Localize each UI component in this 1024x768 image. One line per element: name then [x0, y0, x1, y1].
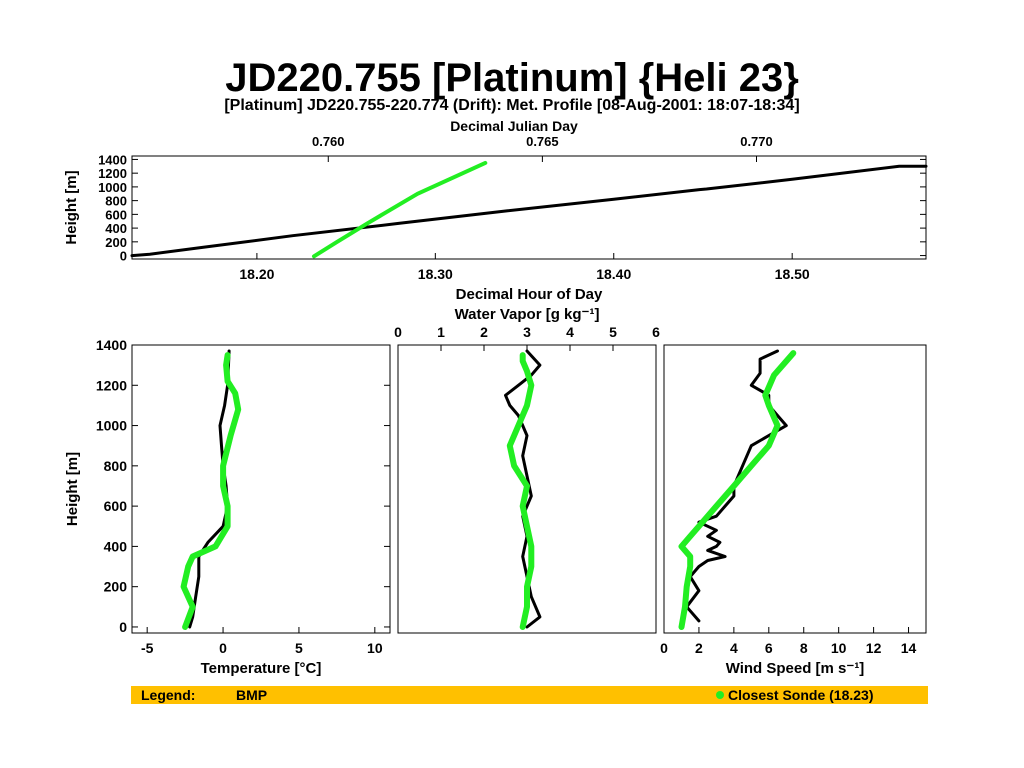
- panel0-ytick-label: 200: [105, 235, 127, 250]
- panel2-bmp-line: [504, 349, 542, 629]
- panel2-x2tick-label: 1: [437, 324, 445, 340]
- panel3-xtick-label: 6: [765, 640, 773, 656]
- legend-sonde-entry: Closest Sonde (18.23): [728, 687, 874, 703]
- panel3-xtick-label: 10: [831, 640, 847, 656]
- panel0-xtick-label: 18.20: [239, 266, 274, 282]
- panel1-xtick-label: -5: [141, 640, 154, 656]
- panel1-ytick-label: 600: [104, 498, 128, 514]
- panel0-title: [Platinum] JD220.755-220.774 (Drift): Me…: [224, 97, 799, 114]
- panel0-x2tick-label: 0.765: [526, 134, 559, 149]
- panel3-sonde-line: [678, 350, 797, 630]
- main-title: JD220.755 [Platinum] {Heli 23}: [225, 56, 799, 100]
- panel2-x2tick-label: 2: [480, 324, 488, 340]
- panel1-xtick-label: 10: [367, 640, 383, 656]
- panel3-xtick-label: 4: [730, 640, 738, 656]
- panel1-ytick-label: 1200: [96, 377, 127, 393]
- panel0-ytick-label: 0: [120, 249, 127, 264]
- panel0-xlabel: Decimal Hour of Day: [456, 286, 603, 303]
- panel2-x2tick-label: 6: [652, 324, 660, 340]
- panel0-xtick-label: 18.50: [775, 266, 810, 282]
- panel1-ytick-label: 1400: [96, 337, 127, 353]
- panel0-x2label: Decimal Julian Day: [450, 118, 578, 134]
- panel0-bmp-line: [130, 164, 928, 258]
- panel1-ytick-label: 1000: [96, 418, 127, 434]
- panel3-xtick-label: 2: [695, 640, 703, 656]
- panel3-xtick-label: 0: [660, 640, 668, 656]
- panel0-ylabel: Height [m]: [63, 170, 80, 244]
- panel2-x2tick-label: 4: [566, 324, 574, 340]
- panel2-x2tick-label: 5: [609, 324, 617, 340]
- legend-bar: Legend: BMP Closest Sonde (18.23): [131, 686, 928, 704]
- panel1-ytick-label: 0: [119, 619, 127, 635]
- panel3-frame: [663, 344, 927, 634]
- legend-bmp-entry: BMP: [236, 687, 268, 703]
- panel3-xtick-label: 8: [800, 640, 808, 656]
- panel1-ylabel: Height [m]: [64, 452, 81, 526]
- panel3-xlabel: Wind Speed [m s⁻¹]: [726, 660, 865, 677]
- panel1-xtick-label: 0: [219, 640, 227, 656]
- panel1-ytick-label: 200: [104, 579, 128, 595]
- panel2-sonde-line: [506, 352, 535, 630]
- panel2-x2tick-label: 0: [394, 324, 402, 340]
- panel0-x2tick-label: 0.760: [312, 134, 345, 149]
- panel0-ytick-label: 1000: [98, 180, 127, 195]
- panel0-ytick-label: 400: [105, 221, 127, 236]
- panel0-x2tick-label: 0.770: [740, 134, 773, 149]
- panel2-x2tick-label: 3: [523, 324, 531, 340]
- panel2-x2label: Water Vapor [g kg⁻¹]: [455, 306, 600, 323]
- panel1-ytick-label: 400: [104, 538, 128, 554]
- panel0-xtick-label: 18.40: [596, 266, 631, 282]
- panel0-sonde-line: [312, 160, 488, 259]
- panel1-xlabel: Temperature [°C]: [201, 660, 322, 677]
- panel1-frame: [131, 344, 391, 634]
- panel1-ytick-label: 800: [104, 458, 128, 474]
- panel1-xtick-label: 5: [295, 640, 303, 656]
- panel0-frame: [131, 155, 927, 260]
- panel3-xtick-label: 12: [866, 640, 882, 656]
- panel0-ytick-label: 1200: [98, 166, 127, 181]
- panel0-ytick-label: 600: [105, 207, 127, 222]
- legend-sonde-marker: [716, 691, 724, 699]
- panel0-xtick-label: 18.30: [418, 266, 453, 282]
- panel0-ytick-label: 1400: [98, 152, 127, 167]
- legend-label: Legend:: [141, 687, 196, 703]
- panel0-ytick-label: 800: [105, 194, 127, 209]
- panel1-sonde-line: [180, 352, 242, 630]
- panel3-xtick-label: 14: [901, 640, 917, 656]
